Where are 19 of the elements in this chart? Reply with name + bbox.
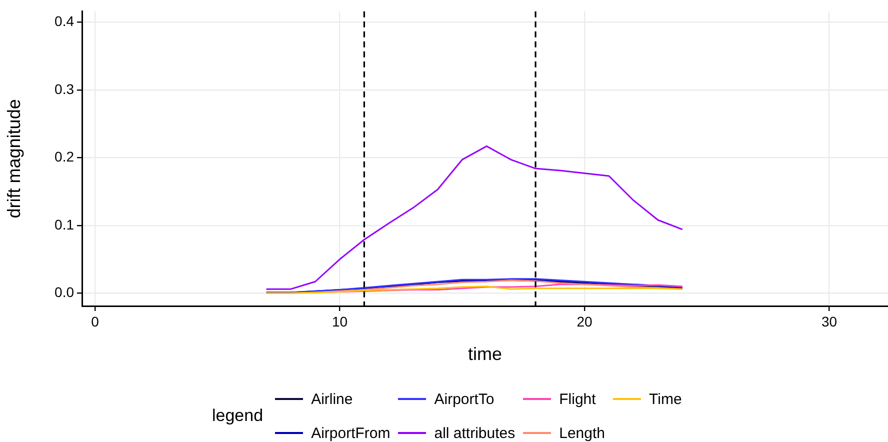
y-tick-label: 0.3 [54, 80, 74, 97]
x-axis-title: time [468, 344, 502, 364]
y-tick-label: 0.4 [54, 13, 74, 30]
legend-label: Airline [311, 390, 353, 408]
y-tick-label: 0.1 [54, 216, 74, 232]
y-tick-label: 0.0 [54, 284, 74, 300]
x-tick-label: 30 [821, 313, 838, 330]
legend-label: Time [649, 390, 682, 408]
legend-title: legend [212, 406, 264, 426]
legend-label: Flight [559, 390, 596, 408]
legend-label: Length [559, 424, 606, 442]
legend-label: AirportTo [434, 390, 494, 408]
legend-label: AirportFrom [311, 424, 390, 442]
legend-label: all attributes [434, 424, 516, 442]
y-tick-label: 0.2 [54, 148, 74, 165]
y-axis-title: drift magnitude [4, 99, 24, 218]
x-tick-label: 10 [332, 313, 348, 330]
x-tick-label: 20 [576, 313, 592, 330]
x-tick-label: 0 [91, 313, 100, 330]
